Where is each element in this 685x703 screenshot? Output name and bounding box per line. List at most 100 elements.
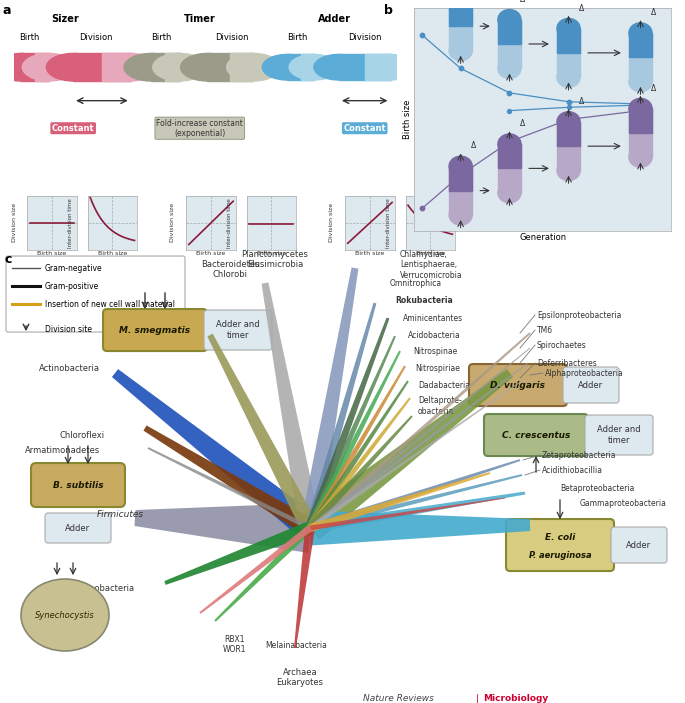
Text: RBX1
WOR1: RBX1 WOR1 — [223, 635, 247, 654]
Bar — [102, 53, 131, 81]
Bar — [73, 53, 131, 81]
Text: Birth: Birth — [151, 33, 171, 42]
Point — [635, 98, 646, 110]
Ellipse shape — [498, 58, 521, 79]
Polygon shape — [307, 380, 409, 530]
Polygon shape — [306, 302, 377, 529]
Bar — [498, 144, 521, 169]
Bar — [339, 54, 390, 80]
Polygon shape — [308, 333, 531, 530]
Bar — [498, 20, 521, 44]
X-axis label: Birth size: Birth size — [356, 251, 384, 256]
Bar — [287, 54, 314, 80]
FancyBboxPatch shape — [585, 415, 653, 455]
Ellipse shape — [449, 41, 472, 60]
Text: Spirochaetes: Spirochaetes — [537, 340, 587, 349]
Text: Planctomycetes
Elusimicrobia: Planctomycetes Elusimicrobia — [242, 250, 308, 269]
Bar — [35, 53, 49, 81]
Text: Δ: Δ — [651, 84, 656, 93]
Y-axis label: Birth size: Birth size — [403, 100, 412, 139]
Polygon shape — [309, 363, 528, 529]
Y-axis label: Inter-division time: Inter-division time — [68, 198, 73, 247]
Y-axis label: Inter-division time: Inter-division time — [386, 198, 390, 247]
Text: c: c — [5, 253, 12, 266]
Point — [635, 105, 646, 116]
Text: Δ: Δ — [579, 97, 584, 106]
Polygon shape — [310, 498, 505, 531]
Bar — [449, 2, 472, 51]
Polygon shape — [143, 425, 314, 536]
Text: Armatimonadetes: Armatimonadetes — [25, 446, 100, 455]
Polygon shape — [309, 474, 522, 531]
Point — [635, 99, 646, 110]
Text: Deltaprote-
obacteria: Deltaprote- obacteria — [418, 396, 462, 415]
Point — [504, 105, 515, 116]
Text: Melainabacteria: Melainabacteria — [265, 641, 327, 650]
Text: Zetaproteobacteria: Zetaproteobacteria — [542, 451, 616, 460]
Text: B. subtilis: B. subtilis — [53, 481, 103, 489]
Text: Gram-positive: Gram-positive — [45, 281, 99, 290]
Bar — [449, 2, 472, 26]
Polygon shape — [309, 459, 521, 531]
Text: Alphaproteobacteria: Alphaproteobacteria — [545, 368, 624, 378]
Polygon shape — [164, 522, 312, 585]
Polygon shape — [306, 335, 396, 529]
Bar — [21, 53, 49, 81]
X-axis label: Birth size: Birth size — [98, 251, 127, 256]
Text: Δ: Δ — [471, 141, 476, 150]
Bar — [557, 122, 580, 146]
Ellipse shape — [449, 156, 472, 176]
Ellipse shape — [289, 54, 339, 80]
Ellipse shape — [23, 53, 76, 81]
Ellipse shape — [629, 72, 652, 92]
Text: Birth: Birth — [19, 33, 39, 42]
Point — [563, 96, 574, 108]
Text: TM6: TM6 — [537, 325, 553, 335]
Text: Adder and
timer: Adder and timer — [216, 321, 260, 340]
Ellipse shape — [557, 160, 580, 181]
Bar — [629, 33, 652, 58]
Text: Synechocystis: Synechocystis — [35, 610, 95, 619]
FancyBboxPatch shape — [506, 519, 614, 571]
Ellipse shape — [498, 134, 521, 154]
Text: Insertion of new cell wall material: Insertion of new cell wall material — [45, 299, 175, 309]
Text: a: a — [2, 4, 11, 17]
Text: Betaproteobacteria: Betaproteobacteria — [560, 484, 634, 493]
Text: Δ: Δ — [520, 120, 525, 128]
Text: Adder: Adder — [627, 541, 651, 550]
Bar — [557, 28, 580, 53]
Ellipse shape — [366, 54, 416, 80]
Ellipse shape — [227, 53, 280, 81]
Ellipse shape — [314, 54, 364, 80]
Polygon shape — [294, 527, 315, 648]
Text: Gram-negative: Gram-negative — [45, 264, 103, 273]
Text: Cyanobacteria: Cyanobacteria — [74, 583, 135, 593]
X-axis label: Generation: Generation — [519, 233, 566, 243]
Point — [563, 102, 574, 113]
Ellipse shape — [104, 53, 158, 81]
Text: Adder: Adder — [578, 380, 603, 389]
Text: Birth: Birth — [288, 33, 308, 42]
Bar — [498, 144, 521, 193]
Polygon shape — [307, 366, 406, 530]
Ellipse shape — [557, 112, 580, 131]
Text: Acidobacteria: Acidobacteria — [408, 330, 461, 340]
X-axis label: Birth size: Birth size — [416, 251, 445, 256]
Ellipse shape — [629, 23, 652, 43]
Text: Adder: Adder — [66, 524, 90, 532]
Polygon shape — [309, 348, 530, 529]
Ellipse shape — [557, 18, 580, 39]
Polygon shape — [309, 491, 525, 533]
X-axis label: Birth size: Birth size — [197, 251, 225, 256]
Ellipse shape — [181, 53, 234, 81]
Polygon shape — [300, 267, 358, 530]
Polygon shape — [310, 510, 530, 546]
Text: M. smegmatis: M. smegmatis — [119, 325, 190, 335]
Ellipse shape — [21, 579, 109, 651]
Text: Deferribacteres: Deferribacteres — [537, 359, 597, 368]
Text: Δ: Δ — [579, 4, 584, 13]
Text: Division: Division — [348, 33, 382, 42]
FancyBboxPatch shape — [469, 364, 567, 406]
Text: Constant: Constant — [343, 124, 386, 133]
FancyBboxPatch shape — [611, 527, 667, 563]
